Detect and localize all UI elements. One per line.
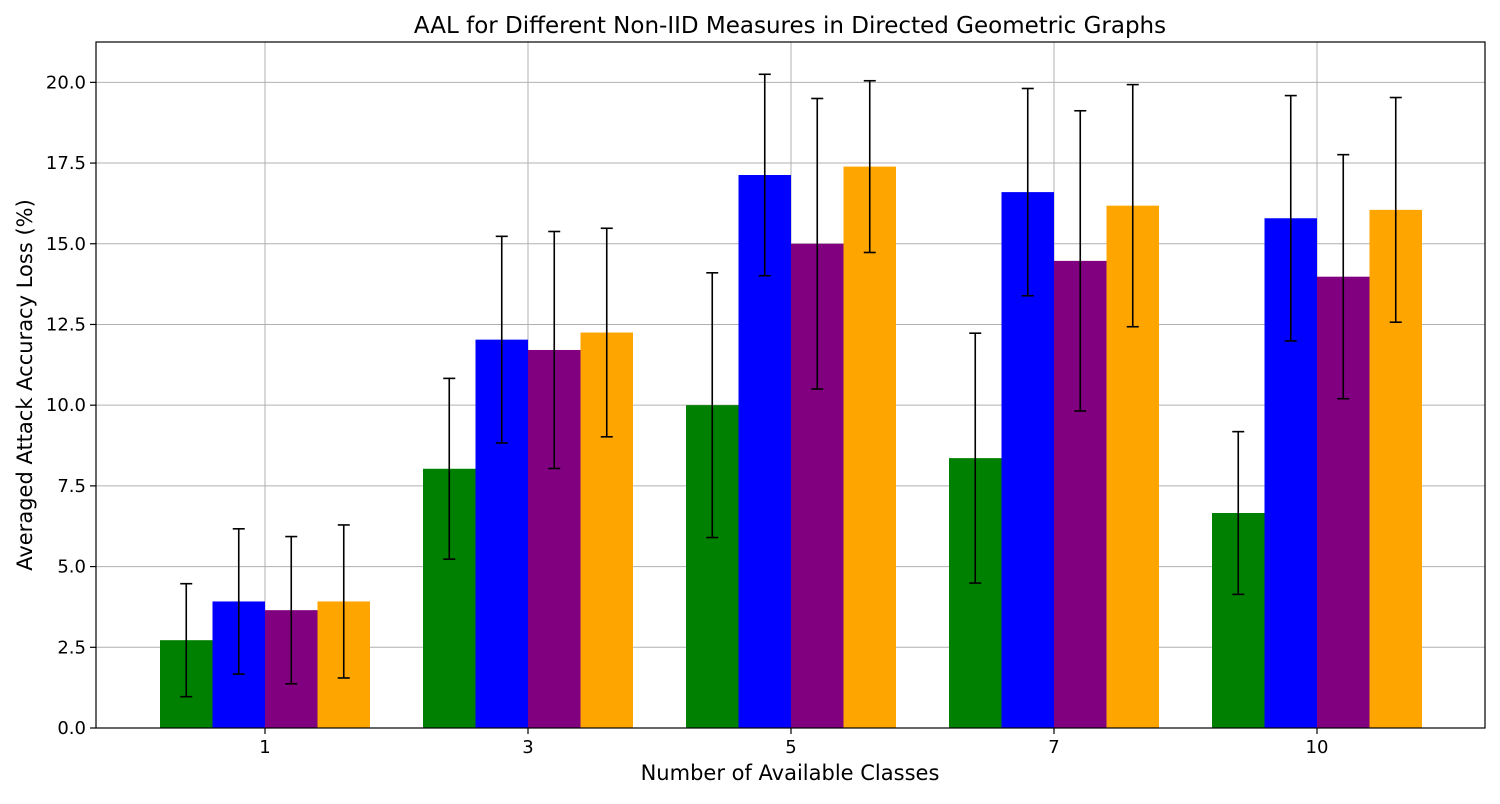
chart-title: AAL for Different Non-IID Measures in Di… bbox=[414, 13, 1166, 39]
y-tick-label: 5.0 bbox=[57, 557, 86, 578]
x-tick-label: 7 bbox=[1048, 737, 1059, 758]
bar bbox=[843, 166, 896, 729]
x-tick-label: 1 bbox=[259, 737, 270, 758]
y-tick-label: 15.0 bbox=[46, 234, 86, 255]
x-tick-label: 5 bbox=[785, 737, 796, 758]
y-tick-label: 0.0 bbox=[57, 718, 86, 739]
y-tick-label: 10.0 bbox=[46, 395, 86, 416]
x-tick-label: 3 bbox=[522, 737, 533, 758]
ticks-layer: 0.0 2.5 5.0 7.5 10.0 12.5 15.0 17.5 20.0 1 3 5 7 10 bbox=[46, 72, 1329, 758]
x-axis-title: Number of Available Classes bbox=[641, 761, 940, 785]
y-tick-label: 12.5 bbox=[46, 314, 86, 335]
error-bars-layer bbox=[180, 73, 1402, 698]
y-tick-label: 20.0 bbox=[46, 72, 86, 93]
y-tick-label: 17.5 bbox=[46, 153, 86, 174]
x-tick-label: 10 bbox=[1306, 737, 1329, 758]
y-tick-label: 7.5 bbox=[57, 476, 86, 497]
y-tick-label: 2.5 bbox=[57, 637, 86, 658]
y-axis-title: Averaged Attack Accuracy Loss (%) bbox=[13, 199, 37, 571]
bars-layer bbox=[160, 166, 1422, 729]
